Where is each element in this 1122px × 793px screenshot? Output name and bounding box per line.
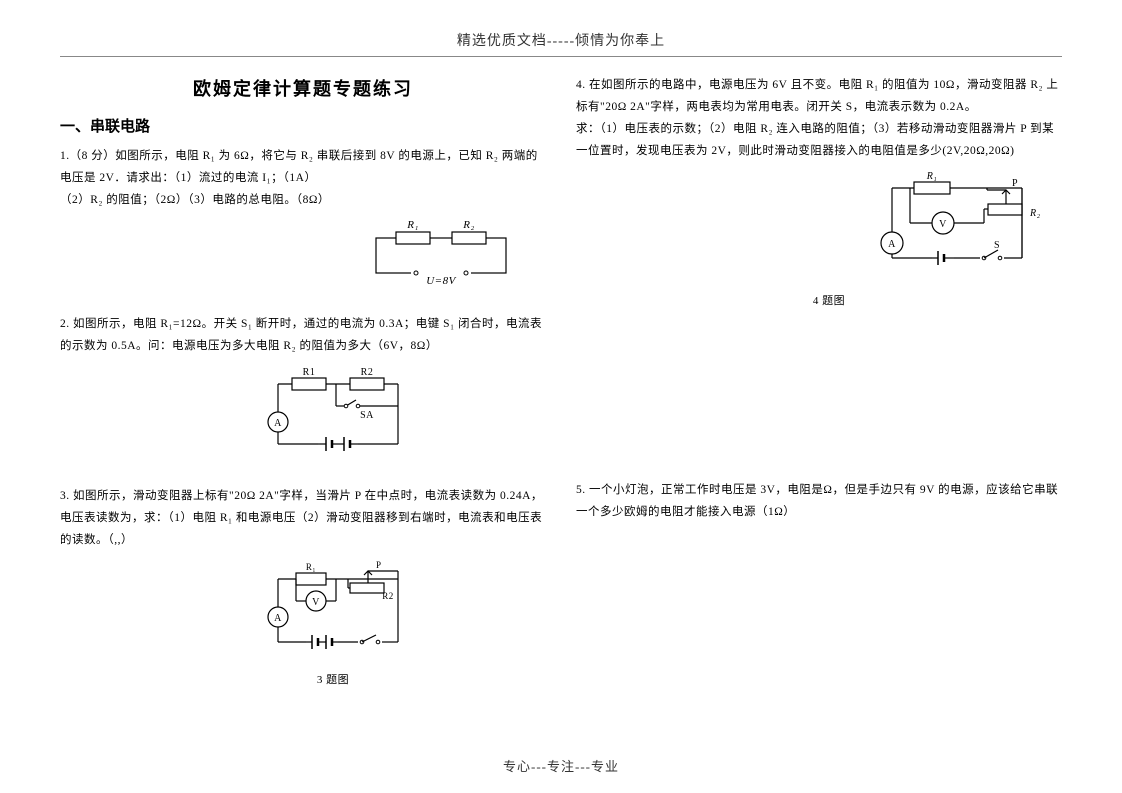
doc-title: 欧姆定律计算题专题练习 [60, 75, 546, 101]
fig1-r2-label: R₂ [462, 219, 475, 231]
fig3-v-label: V [312, 597, 320, 608]
fig4-a-label: A [888, 239, 896, 250]
fig2-r1-label: R1 [303, 367, 316, 378]
fig4-s-label: S [994, 240, 1000, 251]
page-header: 精选优质文档-----倾情为你奉上 [60, 30, 1062, 57]
p5-text: 5. 一个小灯泡，正常工作时电压是 3V，电阻是Ω，但是手边只有 9V 的电源，… [576, 484, 1058, 518]
figure-2: A R1 R2 SA [60, 364, 546, 468]
left-column: 欧姆定律计算题专题练习 一、串联电路 1.（8 分）如图所示，电阻 R₁ 为 6… [60, 75, 546, 709]
circuit-1-svg: R₁ R₂ U=8V [366, 218, 516, 288]
figure-1: R₁ R₂ U=8V [60, 218, 546, 297]
right-column: 4. 在如图所示的电路中，电源电压为 6V 且不变。电阻 R₁ 的阻值为 10Ω… [576, 75, 1062, 709]
fig3-r2-label: R2 [382, 591, 394, 601]
circuit-2-svg: A R1 R2 SA [248, 364, 418, 459]
circuit-3-svg: A R₁ P R2 [248, 557, 418, 657]
figure-4: R₁ P R₂ [576, 168, 1062, 312]
fig4-v-label: V [939, 219, 947, 230]
header-text: 精选优质文档-----倾情为你奉上 [457, 34, 665, 49]
fig3-r1-label: R₁ [306, 562, 316, 572]
fig4-r1-label: R₁ [926, 171, 938, 182]
fig2-sa-label: SA [360, 410, 374, 421]
problem-5: 5. 一个小灯泡，正常工作时电压是 3V，电阻是Ω，但是手边只有 9V 的电源，… [576, 480, 1062, 524]
fig3-caption: 3 题图 [120, 670, 546, 691]
p1-line2: （2）R₂ 的阻值；（2Ω）（3）电路的总电阻。（8Ω） [60, 194, 330, 206]
circuit-4-svg: R₁ P R₂ [862, 168, 1042, 278]
fig1-u-label: U=8V [426, 275, 456, 287]
figure-3: A R₁ P R2 [60, 557, 546, 691]
fig2-r2-label: R2 [361, 367, 374, 378]
fig4-caption: 4 题图 [576, 291, 1042, 312]
fig2-a-label: A [274, 418, 282, 429]
p3-text: 3. 如图所示，滑动变阻器上标有"20Ω 2A"字样，当滑片 P 在中点时，电流… [60, 490, 543, 546]
problem-1: 1.（8 分）如图所示，电阻 R₁ 为 6Ω，将它与 R₂ 串联后接到 8V 的… [60, 146, 546, 296]
fig1-r1-label: R₁ [406, 219, 419, 231]
page-footer: 专心---专注---专业 [0, 756, 1122, 775]
p4b-text: 求：（1）电压表的示数；（2）电阻 R₂ 连入电路的阻值；（3）若移动滑动变阻器… [576, 123, 1054, 157]
footer-text: 专心---专注---专业 [503, 759, 619, 774]
fig3-a-label: A [274, 613, 282, 624]
content-columns: 欧姆定律计算题专题练习 一、串联电路 1.（8 分）如图所示，电阻 R₁ 为 6… [60, 75, 1062, 709]
fig4-r2-label: R₂ [1029, 208, 1041, 219]
p1-text: 1.（8 分）如图所示，电阻 R₁ 为 6Ω，将它与 R₂ 串联后接到 8V 的… [60, 150, 538, 184]
p2-text: 2. 如图所示，电阻 R₁=12Ω。开关 S₁ 断开时，通过的电流为 0.3A；… [60, 318, 542, 352]
problem-2: 2. 如图所示，电阻 R₁=12Ω。开关 S₁ 断开时，通过的电流为 0.3A；… [60, 314, 546, 468]
p4-text: 4. 在如图所示的电路中，电源电压为 6V 且不变。电阻 R₁ 的阻值为 10Ω… [576, 79, 1058, 113]
fig3-p-label: P [376, 560, 382, 570]
fig4-p-label: P [1012, 178, 1018, 189]
problem-3: 3. 如图所示，滑动变阻器上标有"20Ω 2A"字样，当滑片 P 在中点时，电流… [60, 486, 546, 691]
section-1-title: 一、串联电路 [60, 115, 546, 136]
problem-4: 4. 在如图所示的电路中，电源电压为 6V 且不变。电阻 R₁ 的阻值为 10Ω… [576, 75, 1062, 312]
